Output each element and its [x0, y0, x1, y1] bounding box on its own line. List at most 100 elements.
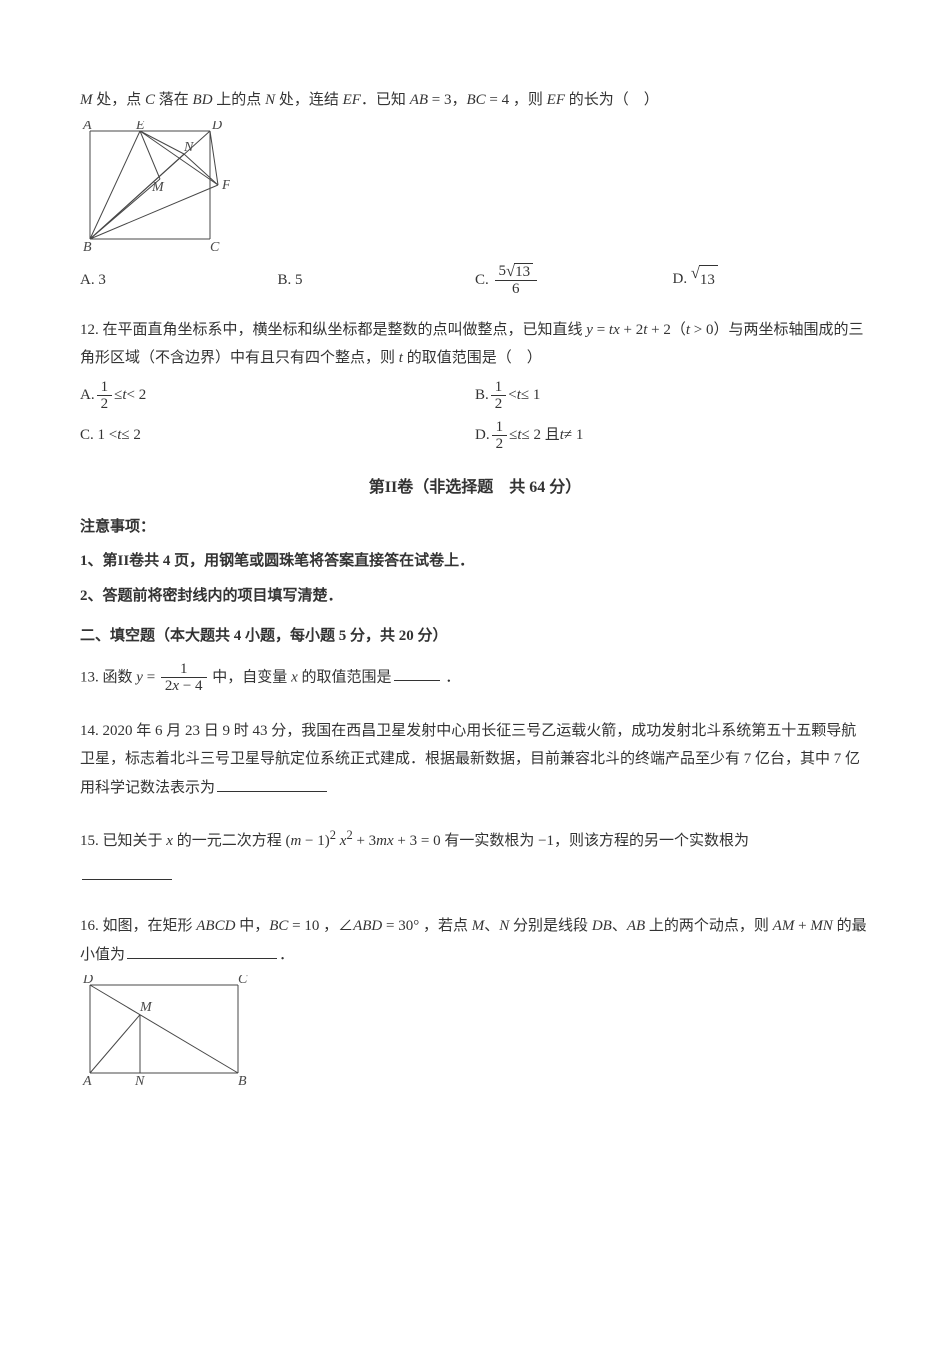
q12-opt-d: D. 12 ≤ t ≤ 2 且 t ≠ 1 — [475, 419, 870, 453]
q11-c-prefix: C. — [475, 271, 493, 287]
section2-subtitle: 二、填空题（本大题共 4 小题，每小题 5 分，共 20 分） — [80, 622, 870, 651]
q12-a-prefix: A. — [80, 381, 95, 410]
q16-e10: = 10 — [288, 918, 319, 934]
svg-text:B: B — [83, 240, 92, 251]
q11-c-sqrt: 13 — [506, 263, 533, 281]
svg-text:F: F — [221, 178, 230, 193]
q16-m5: 分别是线段 — [509, 918, 592, 934]
q12-b-rb: ≤ 1 — [521, 381, 540, 410]
q15-pre: 已知关于 — [103, 833, 167, 849]
q16-m2: ，∠ — [319, 918, 353, 934]
q16-e30: = 30° — [382, 918, 419, 934]
q11-c-frac: 513 6 — [495, 263, 538, 298]
q15-num: 15. — [80, 833, 103, 849]
q13-blank — [394, 664, 440, 682]
q12-tx: tx — [609, 322, 620, 338]
q15-blank-line — [80, 862, 870, 891]
q16-plus: + — [794, 918, 810, 934]
q11-opt-d: D. 13 — [673, 265, 871, 295]
q11-t7: 处，连结 — [275, 92, 343, 108]
q16-m4: 、 — [484, 918, 499, 934]
q12-d-rb: ≤ 2 且 — [522, 421, 560, 450]
q11-opt-b: B. 5 — [278, 266, 476, 295]
q11-stem: M 处，点 C 落在 BD 上的点 N 处，连结 EF．已知 AB = 3，BC… — [80, 86, 870, 115]
svg-text:A: A — [82, 121, 92, 133]
q12-c: 的取值范围是（ ） — [403, 350, 542, 366]
q15-x1: x — [166, 833, 173, 849]
svg-text:C: C — [210, 240, 220, 251]
q16-svg: ABCDMN — [80, 975, 250, 1085]
q12-num: 12. — [80, 322, 103, 338]
q11-t15: ，则 — [509, 92, 547, 108]
q12-d-ra: ≤ — [509, 421, 517, 450]
q11-options: A. 3 B. 5 C. 513 6 D. 13 — [80, 263, 870, 298]
q15-m: m — [290, 833, 301, 849]
svg-text:N: N — [183, 140, 194, 155]
q12-a-frac: 12 — [97, 379, 113, 413]
q11-t17: 的长为（ ） — [565, 92, 659, 108]
q16-figure: ABCDMN — [80, 975, 870, 1085]
q11-t16: EF — [547, 92, 565, 108]
q13-mid: 中，自变量 — [212, 669, 291, 685]
section2-title: 第II卷（非选择题 共 64 分） — [80, 473, 870, 503]
q16-m6: 、 — [612, 918, 627, 934]
q15-stem: 15. 已知关于 x 的一元二次方程 (m − 1)2 x2 + 3mx + 3… — [80, 824, 870, 856]
q15-minus1: − 1) — [301, 833, 329, 849]
q11-c-num: 513 — [495, 263, 538, 282]
q11-d-sqrt: 13 — [691, 265, 718, 295]
q16-am: AM — [773, 918, 795, 934]
q15-mid2: 有一实数根为 −1，则该方程的另一个实数根为 — [441, 833, 749, 849]
svg-text:M: M — [151, 180, 165, 195]
q13-eq: = — [143, 669, 159, 685]
q15-p3: + 3 = 0 — [394, 833, 441, 849]
q12-a-ra: ≤ — [114, 381, 122, 410]
q16-N: N — [499, 918, 509, 934]
q12-gt: > 0 — [690, 322, 713, 338]
q12-d-rc: ≠ 1 — [564, 421, 583, 450]
svg-text:C: C — [238, 975, 248, 987]
notice-item-1: 1、第II卷共 4 页，用钢笔或圆珠笔将答案直接答在试卷上． — [80, 547, 870, 576]
q16-abd: ABD — [353, 918, 382, 934]
q14-blank — [217, 774, 327, 792]
q12-options: A. 12 ≤ t < 2 B. 12 < t ≤ 1 C. 1 < t ≤ 2… — [80, 379, 870, 459]
q13-stem: 13. 函数 y = 1 2x − 4 中，自变量 x 的取值范围是 ． — [80, 661, 870, 695]
q11-svg: ABCDEFMN — [80, 121, 230, 251]
q16-m7: 上的两个动点，则 — [645, 918, 773, 934]
q12-d-frac: 12 — [492, 419, 508, 453]
q11-t8: EF — [343, 92, 361, 108]
q11-t10: AB — [410, 92, 428, 108]
q11-t0: M — [80, 92, 93, 108]
q13-pre: 函数 — [103, 669, 137, 685]
q12-b-den: 2 — [491, 396, 507, 413]
svg-text:E: E — [135, 121, 145, 133]
q15-x3: x — [387, 833, 394, 849]
q12-a-den: 2 — [97, 396, 113, 413]
q12-a: 在平面直角坐标系中，横坐标和纵坐标都是整数的点叫做整点，已知直线 — [103, 322, 587, 338]
q12-b-num: 1 — [491, 379, 507, 397]
q13-tail: ． — [442, 669, 461, 685]
q13-y: y — [136, 669, 143, 685]
q12-p2t: + 2 — [620, 322, 643, 338]
q12-d-den: 2 — [492, 436, 508, 453]
q16-mn: MN — [810, 918, 833, 934]
q11-t6: N — [265, 92, 275, 108]
q11-d-rad: 13 — [699, 265, 718, 295]
q11-t4: BD — [193, 92, 213, 108]
q13-post: 的取值范围是 — [298, 669, 392, 685]
q11-t13: BC — [467, 92, 486, 108]
q16-m3: ，若点 — [419, 918, 472, 934]
q16-M: M — [472, 918, 485, 934]
q16-pre: 如图，在矩形 — [103, 918, 197, 934]
q11-t11: = 3 — [428, 92, 451, 108]
q11-d-prefix: D. — [673, 271, 691, 287]
q13-fden: 2x − 4 — [161, 678, 207, 695]
q14-num: 14. — [80, 723, 103, 739]
q16-bc: BC — [269, 918, 288, 934]
q14-text: 2020 年 6 月 23 日 9 时 43 分，我国在西昌卫星发射中心用长征三… — [80, 723, 860, 796]
document-page: M 处，点 C 落在 BD 上的点 N 处，连结 EF．已知 AB = 3，BC… — [0, 0, 950, 1137]
q12-c-prefix: C. 1 < — [80, 421, 117, 450]
q11-c-coeff: 5 — [499, 263, 507, 279]
q16-stem: 16. 如图，在矩形 ABCD 中，BC = 10 ，∠ABD = 30° ，若… — [80, 912, 870, 969]
q13-denb: − 4 — [179, 678, 202, 694]
q11-t9: ．已知 — [361, 92, 410, 108]
